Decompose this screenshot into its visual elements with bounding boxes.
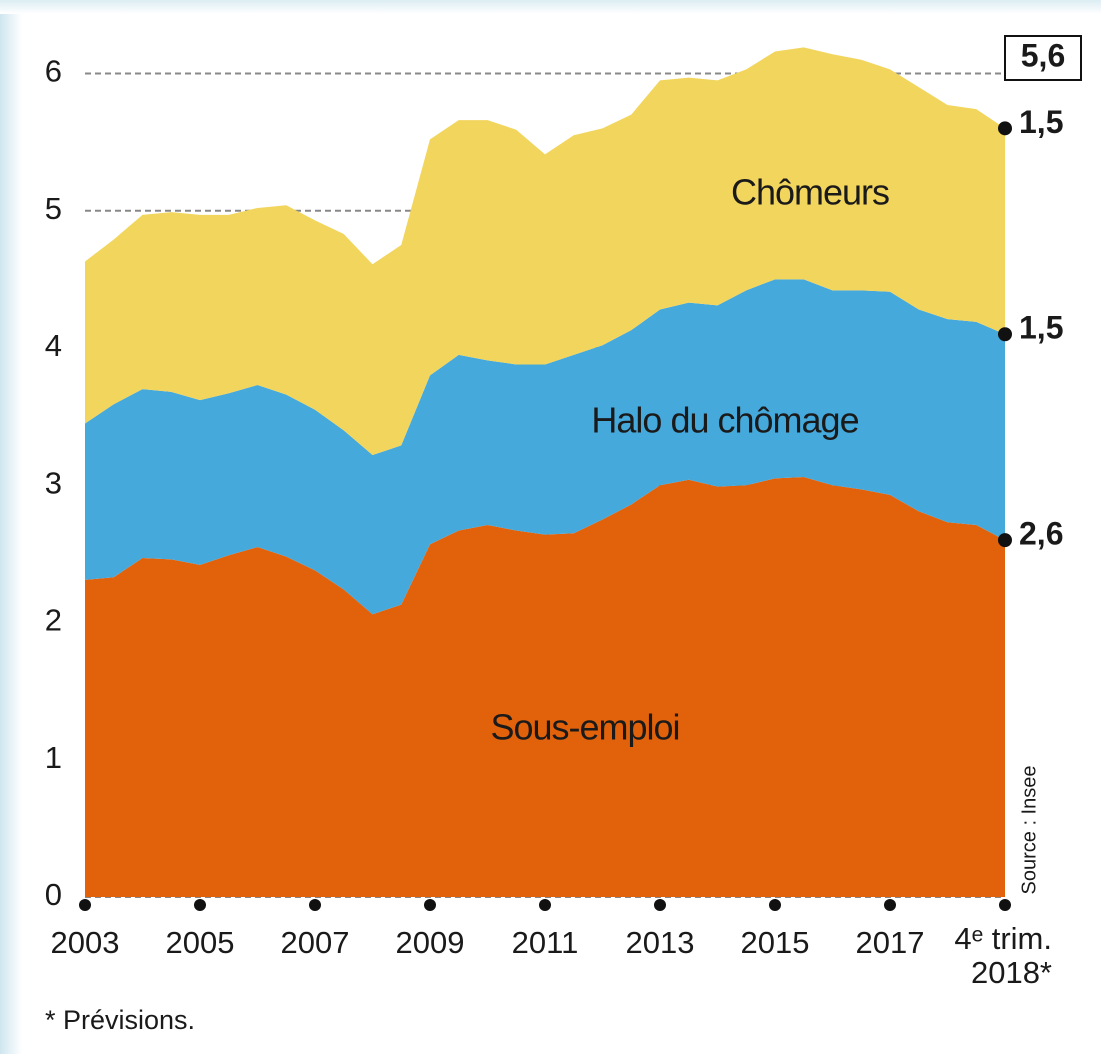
end-dot [998, 327, 1012, 342]
value-label: 1,5 [1019, 310, 1063, 346]
footnote: * Prévisions. [45, 1005, 195, 1035]
y-tick-label: 4 [45, 328, 62, 363]
area [85, 476, 1005, 897]
source: Source : Insee [1018, 766, 1040, 895]
background-edge [0, 0, 22, 1054]
x-tick-label: 4ᵉ trim. 2018* [954, 922, 1052, 990]
x-tick-mark [769, 899, 781, 911]
x-tick-label: 2007 [281, 925, 350, 960]
y-tick-label: 1 [45, 740, 62, 775]
series-label: Sous-emploi [490, 707, 679, 748]
x-tick-label: 2003 [51, 925, 120, 960]
area [85, 279, 1005, 615]
background-edge [0, 0, 1101, 14]
series-label: Halo du chômage [591, 400, 858, 441]
x-tick-label-box: 4ᵉ trim. 2018* [954, 922, 1052, 990]
y-tick-label: 5 [45, 191, 62, 226]
y-tick-label: 6 [45, 54, 62, 89]
x-tick-mark [654, 899, 666, 911]
y-tick-label: 2 [45, 603, 62, 638]
x-tick-mark [79, 899, 91, 911]
total-label: 5,6 [1021, 37, 1065, 73]
value-label: 1,5 [1019, 104, 1063, 140]
x-tick-mark [999, 899, 1011, 911]
x-tick-label: 2011 [512, 925, 579, 960]
x-tick-mark [424, 899, 436, 911]
x-tick-label: 2015 [741, 925, 810, 960]
areas [85, 47, 1005, 897]
value-label: 2,6 [1019, 516, 1063, 552]
area [85, 47, 1005, 456]
x-tick-label: 2005 [166, 925, 235, 960]
x-tick-mark [309, 899, 321, 911]
x-tick-mark [194, 899, 206, 911]
x-tick-label: 2009 [396, 925, 465, 960]
y-tick-label: 3 [45, 465, 62, 500]
series-label: Chômeurs [731, 172, 889, 213]
x-tick-mark [884, 899, 896, 911]
total-box [1004, 35, 1082, 81]
y-tick-label: 0 [45, 877, 62, 912]
x-tick-mark [539, 899, 551, 911]
x-tick-label: 2017 [856, 925, 925, 960]
x-tick-label: 2013 [626, 925, 695, 960]
end-dot [998, 121, 1012, 136]
end-dot [998, 533, 1012, 548]
labels: 0 1 2 3 4 5 6 2,6 1,5 1,5 Chômeurs Halo du chômage S… [45, 35, 1082, 990]
